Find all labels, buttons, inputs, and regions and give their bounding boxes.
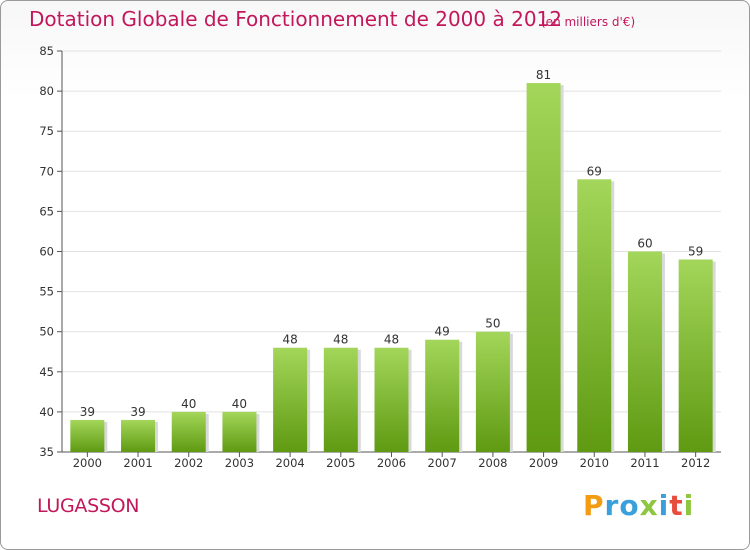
data-label: 69 [587, 164, 602, 178]
data-label: 60 [637, 237, 652, 251]
y-tick-label: 80 [39, 84, 54, 98]
bar-2008 [475, 331, 510, 452]
bar-2011 [627, 251, 662, 452]
y-tick-label: 65 [39, 204, 54, 218]
chart-unit-note: (en milliers d'€) [541, 15, 636, 29]
data-label: 39 [80, 405, 95, 419]
x-tick-label: 2008 [478, 456, 507, 470]
y-tick-label: 70 [39, 164, 54, 178]
bar-2001 [121, 419, 156, 452]
y-tick-label: 40 [39, 405, 54, 419]
x-tick-label: 2010 [580, 456, 609, 470]
data-label: 81 [536, 68, 551, 82]
x-tick-label: 2002 [174, 456, 203, 470]
bar-2005 [323, 347, 358, 452]
bar-2010 [577, 179, 612, 452]
y-tick-label: 35 [39, 445, 54, 459]
bars [70, 83, 716, 452]
commune-name: LUGASSON [37, 495, 140, 517]
bar-2006 [374, 347, 409, 452]
y-tick-label: 85 [39, 44, 54, 58]
data-label: 50 [485, 317, 500, 331]
bar-2004 [273, 347, 308, 452]
bar-2007 [425, 339, 460, 452]
x-tick-label: 2003 [225, 456, 254, 470]
bar-2000 [70, 419, 105, 452]
y-tick-label: 55 [39, 285, 54, 299]
x-tick-label: 2012 [681, 456, 710, 470]
data-label: 48 [384, 333, 399, 347]
x-tick-label: 2005 [326, 456, 355, 470]
y-tick-label: 50 [39, 325, 54, 339]
data-labels: 39 39 40 40 48 48 48 49 50 81 69 60 59 [80, 68, 704, 419]
bar-2003 [222, 411, 257, 452]
x-tick-label: 2011 [630, 456, 659, 470]
x-tick-label: 2000 [73, 456, 102, 470]
y-tick-label: 75 [39, 124, 54, 138]
x-tick-label: 2007 [428, 456, 457, 470]
data-label: 40 [232, 397, 247, 411]
data-label: 40 [181, 397, 196, 411]
x-tick-label: 2009 [529, 456, 558, 470]
x-tick-label: 2001 [123, 456, 152, 470]
bar-2012 [678, 259, 713, 452]
bar-2002 [171, 411, 206, 452]
y-tick-label: 60 [39, 245, 54, 259]
y-tick-label: 45 [39, 365, 54, 379]
data-label: 49 [435, 325, 450, 339]
bar-2009 [526, 83, 561, 452]
data-label: 59 [688, 245, 703, 259]
x-tick-label: 2006 [377, 456, 406, 470]
x-tick-label: 2004 [275, 456, 304, 470]
chart-title: Dotation Globale de Fonctionnement de 20… [29, 7, 562, 31]
data-label: 48 [282, 333, 297, 347]
proxiti-logo[interactable]: Proxiti [583, 489, 695, 522]
data-label: 48 [333, 333, 348, 347]
data-label: 39 [130, 405, 145, 419]
